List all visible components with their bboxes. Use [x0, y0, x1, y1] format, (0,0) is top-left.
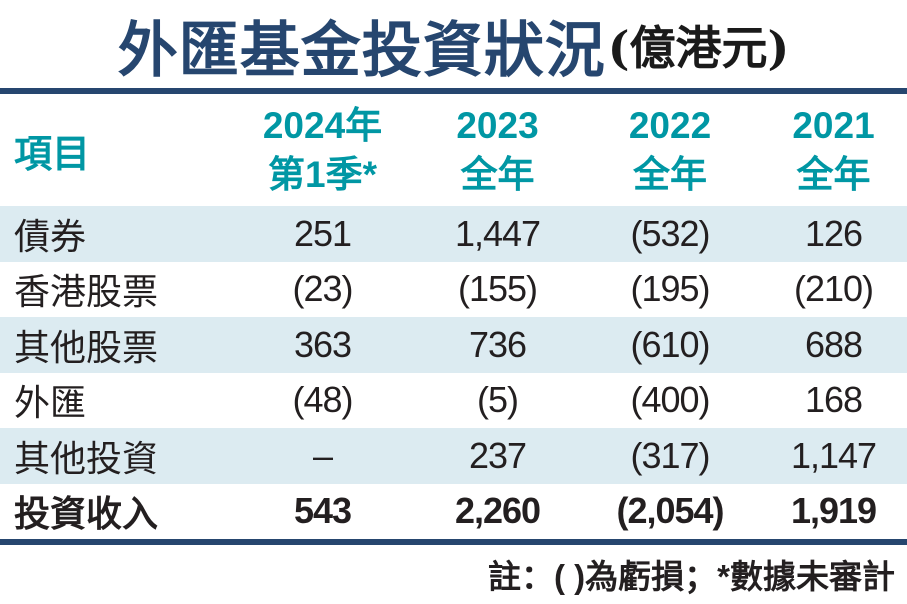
header-col-2024q1-line2: 第1季*: [268, 154, 377, 195]
cell-value: 237: [468, 434, 527, 476]
row-label: 債券: [14, 215, 87, 257]
cell-value: 168: [804, 379, 863, 421]
row-label: 其他股票: [14, 326, 159, 368]
cell-value: 543: [293, 490, 352, 532]
bottom-divider: [0, 539, 907, 545]
cell-value: (317): [630, 434, 710, 476]
header-item-label: 項目: [14, 133, 91, 176]
title-text: 外匯基金投資狀況: [117, 15, 606, 86]
header-col-2022-line2: 全年: [633, 154, 707, 195]
cell-value: 1,147: [790, 434, 877, 476]
cell-value: 1,447: [454, 212, 541, 254]
table-header-row: 項目 2024年 第1季* 2023 全年 2022 全年 2021 全年: [0, 94, 907, 206]
cell-value: (610): [630, 323, 710, 365]
header-col-2024q1: 2024年 第1季*: [230, 101, 415, 199]
cell-value: (532): [630, 212, 710, 254]
cell-value: (2,054): [616, 490, 724, 532]
header-col-2023-line2: 全年: [460, 154, 535, 195]
cell-value: (48): [292, 379, 353, 421]
table-row-bonds: 債券 251 1,447 (532) 126: [0, 206, 907, 262]
header-col-2022-line1: 2022: [628, 105, 712, 146]
row-label: 投資收入: [14, 493, 159, 535]
row-label: 其他投資: [14, 437, 159, 479]
table-row-investment-income-total: 投資收入 543 2,260 (2,054) 1,919: [0, 484, 907, 540]
cell-value: 736: [468, 323, 527, 365]
table-row-other-investments: 其他投資 – 237 (317) 1,147: [0, 428, 907, 484]
cell-value: (23): [292, 268, 353, 310]
header-col-2021-line1: 2021: [792, 105, 875, 146]
header-col-2024q1-line1: 2024年: [262, 105, 383, 146]
cell-value: (210): [793, 268, 874, 310]
table-row-other-equities: 其他股票 363 736 (610) 688: [0, 317, 907, 373]
row-label: 外匯: [14, 382, 87, 424]
footnote: 註：( )為虧損；*數據未審計: [488, 557, 895, 595]
cell-value: 126: [804, 212, 863, 254]
cell-value: 1,919: [790, 490, 877, 532]
cell-value: 688: [804, 323, 863, 365]
header-col-2023-line1: 2023: [456, 105, 539, 146]
cell-value: (5): [477, 379, 519, 421]
header-col-2023: 2023 全年: [415, 101, 580, 199]
cell-value: 251: [293, 212, 352, 254]
page-title: 外匯基金投資狀況 (億港元): [0, 0, 907, 88]
cell-value: 363: [293, 323, 352, 365]
row-label: 香港股票: [14, 271, 159, 313]
cell-value: –: [312, 434, 333, 476]
header-col-2022: 2022 全年: [580, 101, 760, 199]
cell-value: (155): [457, 268, 538, 310]
cell-value: 2,260: [454, 490, 541, 532]
title-unit: (億港元): [607, 21, 790, 75]
cell-value: (400): [630, 379, 710, 421]
top-divider: [0, 88, 907, 94]
table-row-foreign-exchange: 外匯 (48) (5) (400) 168: [0, 373, 907, 429]
cell-value: (195): [630, 268, 710, 310]
header-col-2021-line2: 全年: [796, 154, 871, 195]
table-row-hk-equities: 香港股票 (23) (155) (195) (210): [0, 262, 907, 318]
header-col-2021: 2021 全年: [760, 101, 907, 199]
